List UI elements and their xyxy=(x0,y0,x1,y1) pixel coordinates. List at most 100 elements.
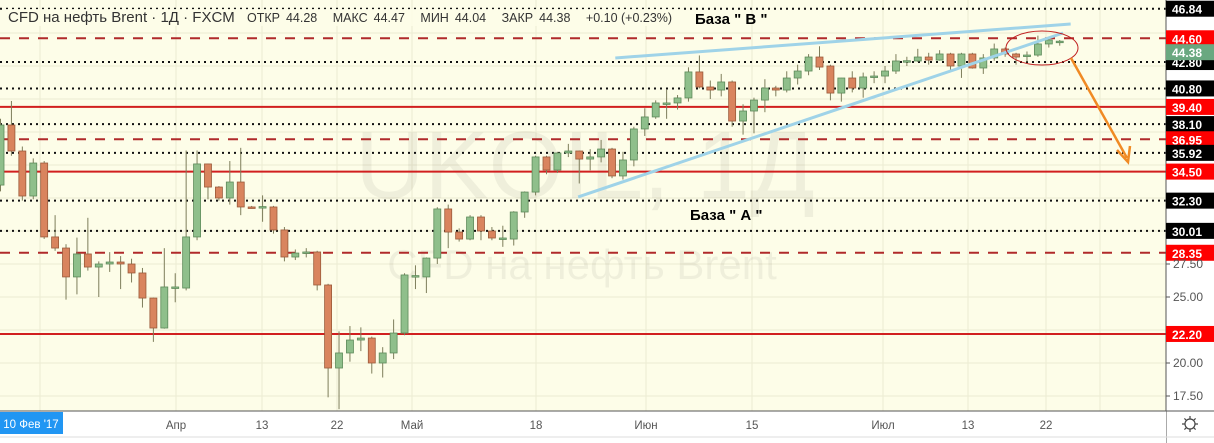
price-badge xyxy=(1166,80,1214,97)
trendlines[interactable] xyxy=(577,22,1071,199)
candle xyxy=(487,227,496,241)
candle-body-down xyxy=(706,86,715,91)
candle-body-down xyxy=(51,236,59,249)
candle-body-up xyxy=(957,53,966,67)
candle xyxy=(728,80,737,127)
candle xyxy=(706,80,715,99)
candle xyxy=(182,150,191,291)
candle-body-down xyxy=(575,150,584,160)
price-badge-label: 40.80 xyxy=(1172,82,1202,96)
open-value: 44.28 xyxy=(285,11,318,25)
candle-body-up xyxy=(400,274,409,334)
candle xyxy=(138,267,147,308)
candle xyxy=(422,257,431,294)
candle-body-down xyxy=(149,297,158,329)
candle xyxy=(236,147,245,216)
candle-body-up xyxy=(673,97,682,104)
candle xyxy=(1034,35,1042,57)
candle xyxy=(935,50,944,61)
watermark-name: CFD на нефть Brent xyxy=(387,241,777,288)
candle-body-up xyxy=(335,352,343,369)
candle-body-down xyxy=(116,261,125,265)
settings-gear-icon[interactable] xyxy=(1182,416,1198,432)
candle-body-down xyxy=(771,87,780,91)
close-value: 44.38 xyxy=(539,11,571,25)
candle xyxy=(815,46,824,70)
forecast-arrow[interactable] xyxy=(1069,57,1132,165)
horizontal-levels xyxy=(0,7,1166,335)
symbol-title[interactable]: CFD на нефть Brent · 1Д · FXCM xyxy=(8,9,235,26)
current-price-badge xyxy=(1166,44,1214,61)
candle xyxy=(105,252,114,272)
candle xyxy=(761,79,769,113)
candle-body-up xyxy=(378,352,387,364)
candle-body-down xyxy=(313,251,322,286)
candle-body-down xyxy=(487,230,496,239)
candle xyxy=(826,64,835,101)
candle-body-down xyxy=(62,247,70,278)
time-axis[interactable] xyxy=(0,411,1166,443)
time-tick-label: 22 xyxy=(331,420,344,432)
candle xyxy=(1023,51,1031,63)
candle-body-up xyxy=(761,87,769,101)
candle-body-up xyxy=(902,60,911,63)
candle-body-up xyxy=(94,263,103,268)
annotation-base-b[interactable]: База " В " xyxy=(695,11,767,28)
candle-body-up xyxy=(804,56,813,72)
candle xyxy=(695,55,704,89)
candle-body-down xyxy=(324,284,333,369)
time-tick-label: Июл xyxy=(871,420,894,432)
candle xyxy=(837,77,846,102)
candle xyxy=(335,331,343,410)
candle xyxy=(739,104,747,135)
candle xyxy=(608,147,616,179)
candle xyxy=(455,228,464,242)
candle xyxy=(116,256,125,290)
candle-body-up xyxy=(73,253,81,278)
candle xyxy=(1012,52,1020,65)
annotation-base-a[interactable]: База " А " xyxy=(690,207,762,224)
candle xyxy=(433,207,442,264)
price-badge xyxy=(1166,30,1214,47)
candle-body-down xyxy=(1012,53,1020,58)
highlight-ellipse[interactable] xyxy=(1005,30,1079,66)
candle-body-up xyxy=(433,208,442,259)
candle-body-up xyxy=(837,77,846,94)
candle-body-down xyxy=(444,208,453,233)
candle-body-up xyxy=(302,251,311,254)
price-badge xyxy=(1166,116,1214,133)
trendline xyxy=(615,22,1071,60)
price-badge xyxy=(1166,144,1214,161)
candle-body-down xyxy=(815,56,824,68)
candle xyxy=(619,151,627,180)
time-tick-label: 13 xyxy=(962,420,975,432)
price-badge-label: 30.01 xyxy=(1172,225,1202,239)
candle xyxy=(389,319,398,360)
candle-body-up xyxy=(422,257,431,278)
open-label: ОТКР xyxy=(246,11,280,25)
candle-body-up xyxy=(979,57,988,69)
candle-body-up xyxy=(389,332,398,354)
candle-body-down xyxy=(204,163,212,188)
candle-body-up xyxy=(531,156,540,193)
candle-body-up xyxy=(0,124,5,186)
candle-body-up xyxy=(990,48,999,59)
candle-body-up xyxy=(892,60,900,72)
candle-body-up xyxy=(870,75,878,78)
candle xyxy=(214,186,223,201)
price-badge xyxy=(1166,244,1214,261)
candle xyxy=(193,150,201,241)
candle xyxy=(466,215,474,241)
candle xyxy=(946,52,955,72)
candle-body-down xyxy=(40,162,49,238)
candle-body-down xyxy=(477,216,485,232)
candle-body-up xyxy=(225,181,234,199)
candle-body-up xyxy=(662,102,671,105)
price-tick-label: 25.00 xyxy=(1173,290,1203,304)
candle-body-down xyxy=(542,156,551,171)
time-badge xyxy=(0,412,63,434)
candle-body-up xyxy=(356,337,365,341)
candle xyxy=(18,146,27,201)
candle-body-down xyxy=(83,253,92,268)
